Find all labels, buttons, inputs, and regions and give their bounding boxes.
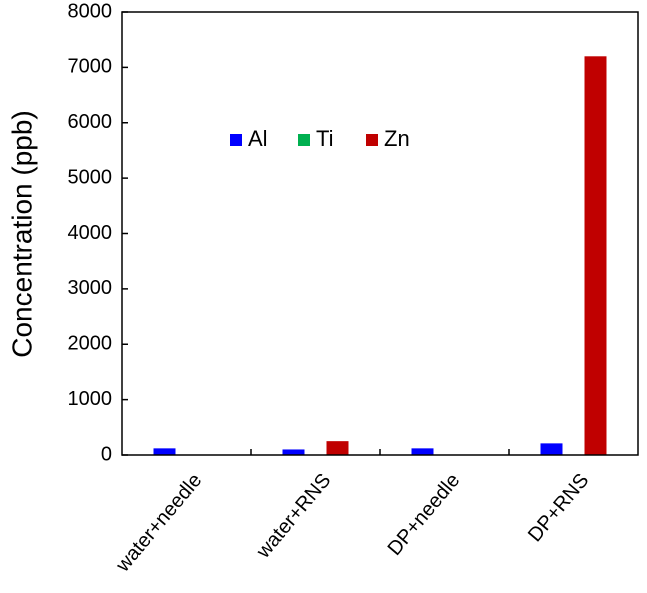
legend-label: Al bbox=[248, 126, 268, 151]
y-tick-label: 1000 bbox=[68, 388, 113, 410]
legend-swatch bbox=[366, 134, 378, 146]
x-tick-label: water+needle bbox=[111, 469, 206, 576]
y-tick-label: 2000 bbox=[68, 333, 113, 355]
y-tick-label: 6000 bbox=[68, 111, 113, 133]
bar bbox=[153, 448, 176, 455]
bar bbox=[326, 441, 349, 455]
y-tick-label: 8000 bbox=[68, 0, 113, 22]
y-tick-label: 5000 bbox=[68, 166, 113, 188]
y-tick-label: 0 bbox=[101, 443, 112, 465]
y-tick-label: 7000 bbox=[68, 56, 113, 78]
legend-swatch bbox=[230, 134, 242, 146]
x-tick-label: DP+needle bbox=[384, 469, 465, 559]
x-tick-label: DP+RNS bbox=[524, 469, 593, 546]
plot-frame bbox=[121, 11, 639, 456]
y-axis-label: Concentration (ppb) bbox=[6, 110, 37, 357]
legend-swatch bbox=[298, 134, 310, 146]
bar bbox=[584, 56, 607, 456]
legend-label: Zn bbox=[384, 126, 410, 151]
bar bbox=[411, 448, 434, 455]
y-tick-label: 3000 bbox=[68, 277, 113, 299]
bar bbox=[282, 449, 305, 455]
x-tick-label: water+RNS bbox=[252, 469, 336, 563]
legend-label: Ti bbox=[316, 126, 334, 151]
bar bbox=[540, 443, 563, 455]
y-tick-label: 4000 bbox=[68, 222, 113, 244]
